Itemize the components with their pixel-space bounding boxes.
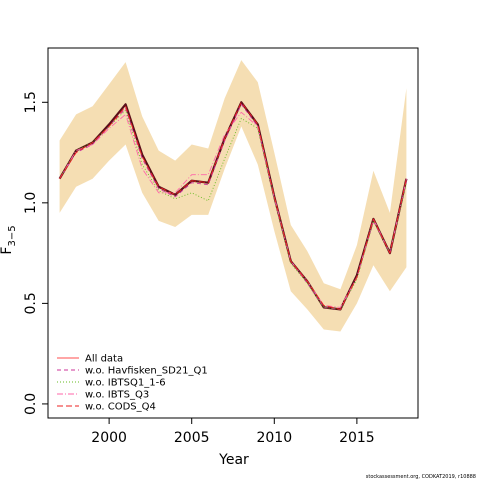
legend-item-4: w.o. CODS_Q4 [57, 402, 156, 413]
legend-label: All data [85, 354, 123, 365]
legend-label: w.o. CODS_Q4 [85, 402, 156, 413]
y-axis-title-main: F [0, 247, 15, 255]
footer-credit: stockassessment.org, CODKAT2019, r10888 [366, 474, 476, 480]
y-tick-label: 0.5 [23, 292, 39, 314]
y-tick-label: 1.5 [23, 91, 39, 113]
svg-text:F3−5: F3−5 [0, 225, 18, 254]
x-axis: 2000 2005 2010 2015 [91, 417, 375, 446]
confidence-band [59, 60, 407, 332]
legend-label: w.o. IBTSQ1_1-6 [85, 378, 166, 389]
legend-item-1: w.o. Havfisken_SD21_Q1 [57, 366, 208, 377]
series-line-1 [59, 103, 407, 310]
x-tick-label: 2000 [91, 430, 127, 446]
legend-item-2: w.o. IBTSQ1_1-6 [57, 378, 166, 389]
y-axis: 0.0 0.5 1.0 1.5 [23, 91, 49, 415]
series-line-4 [59, 101, 407, 310]
legend-label: w.o. Havfisken_SD21_Q1 [85, 366, 208, 377]
x-tick-label: 2010 [256, 430, 292, 446]
y-tick-label: 0.0 [23, 393, 39, 415]
legend-item-0: All data [57, 354, 123, 365]
y-tick-label: 1.0 [23, 192, 39, 214]
series-line-2 [59, 109, 407, 310]
series-layer [58, 101, 408, 311]
y-axis-title: F3−5 [0, 225, 18, 254]
confidence-band-layer [59, 60, 407, 332]
legend-label: w.o. IBTS_Q3 [85, 390, 149, 401]
legend-item-3: w.o. IBTS_Q3 [57, 390, 149, 401]
x-axis-title: Year [218, 452, 249, 468]
x-tick-label: 2005 [174, 430, 210, 446]
x-tick-label: 2015 [339, 430, 375, 446]
y-axis-title-sub: 3−5 [7, 225, 18, 246]
